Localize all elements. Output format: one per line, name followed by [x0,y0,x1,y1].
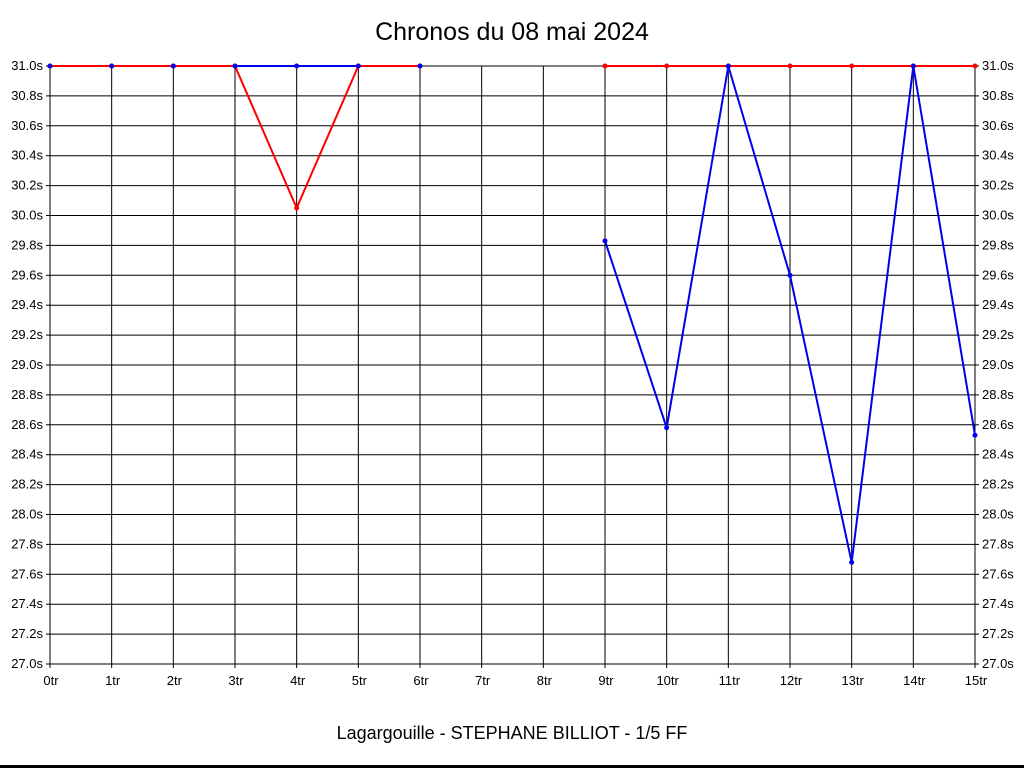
y-axis-label-right: 27.2s [982,626,1014,641]
x-axis-label: 6tr [413,673,429,688]
y-axis-label-right: 27.8s [982,536,1014,551]
blue-series-marker [664,425,670,431]
y-axis-label-right: 28.4s [982,447,1014,462]
y-axis-label-left: 29.0s [11,357,43,372]
blue-series-marker [787,272,793,278]
y-axis-label-right: 30.4s [982,148,1014,163]
y-axis-label-left: 30.2s [11,178,43,193]
y-axis-label-right: 27.4s [982,596,1014,611]
x-axis-label: 3tr [228,673,244,688]
y-axis-label-right: 29.2s [982,327,1014,342]
y-axis-label-right: 31.0s [982,58,1014,73]
y-axis-label-left: 30.6s [11,118,43,133]
blue-series-marker [910,63,916,69]
y-axis-label-right: 27.0s [982,656,1014,671]
x-axis-label: 12tr [780,673,803,688]
x-axis-label: 14tr [903,673,926,688]
blue-series-marker [294,63,300,69]
blue-series-marker [602,238,608,244]
y-axis-label-right: 28.6s [982,417,1014,432]
x-axis-label: 9tr [598,673,614,688]
red-series-marker [602,63,608,69]
blue-series-marker [972,432,978,438]
y-axis-label-left: 29.2s [11,327,43,342]
y-axis-label-right: 30.6s [982,118,1014,133]
y-axis-label-left: 27.0s [11,656,43,671]
x-axis-label: 8tr [537,673,553,688]
x-axis-label: 1tr [105,673,121,688]
y-axis-label-left: 31.0s [11,58,43,73]
y-axis-label-left: 28.8s [11,387,43,402]
y-axis-label-right: 29.8s [982,237,1014,252]
y-axis-label-right: 28.2s [982,477,1014,492]
y-axis-label-right: 29.0s [982,357,1014,372]
x-axis-label: 15tr [965,673,988,688]
blue-series-marker [355,63,361,69]
y-axis-label-left: 27.4s [11,596,43,611]
y-axis-label-left: 28.6s [11,417,43,432]
blue-series-marker [417,63,423,69]
y-axis-label-right: 29.6s [982,267,1014,282]
y-axis-label-left: 30.8s [11,88,43,103]
y-axis-label-left: 29.6s [11,267,43,282]
red-series-marker [972,63,978,69]
blue-series-marker [725,63,731,69]
blue-series-marker [47,63,53,69]
red-series-marker [849,63,855,69]
chart-footer: Lagargouille - STEPHANE BILLIOT - 1/5 FF [336,723,688,743]
red-series-marker [787,63,793,69]
y-axis-label-left: 27.6s [11,566,43,581]
bottom-border [0,765,1024,768]
x-axis-label: 10tr [656,673,679,688]
y-axis-label-right: 29.4s [982,297,1014,312]
blue-series-marker [109,63,115,69]
x-axis-label: 4tr [290,673,306,688]
y-axis-label-right: 28.8s [982,387,1014,402]
y-axis-label-right: 30.8s [982,88,1014,103]
y-axis-label-left: 28.2s [11,477,43,492]
x-axis-label: 13tr [841,673,864,688]
y-axis-label-left: 30.0s [11,208,43,223]
red-series-marker [664,63,670,69]
chart-title: Chronos du 08 mai 2024 [375,18,649,46]
x-axis-label: 2tr [167,673,183,688]
y-axis-label-left: 28.0s [11,507,43,522]
y-axis-label-right: 30.0s [982,208,1014,223]
y-axis-label-left: 29.4s [11,297,43,312]
y-axis-label-left: 27.2s [11,626,43,641]
x-axis-label: 11tr [719,673,741,688]
y-axis-label-left: 29.8s [11,237,43,252]
red-series-marker [294,205,300,211]
blue-series-marker [170,63,176,69]
y-axis-label-right: 27.6s [982,566,1014,581]
blue-series-marker [849,559,855,565]
y-axis-label-left: 28.4s [11,447,43,462]
y-axis-label-right: 28.0s [982,507,1014,522]
x-axis-label: 0tr [43,673,59,688]
blue-series-marker [232,63,238,69]
x-axis-label: 7tr [475,673,491,688]
y-axis-label-right: 30.2s [982,178,1014,193]
x-axis-label: 5tr [352,673,368,688]
y-axis-label-left: 30.4s [11,148,43,163]
y-axis-label-left: 27.8s [11,536,43,551]
